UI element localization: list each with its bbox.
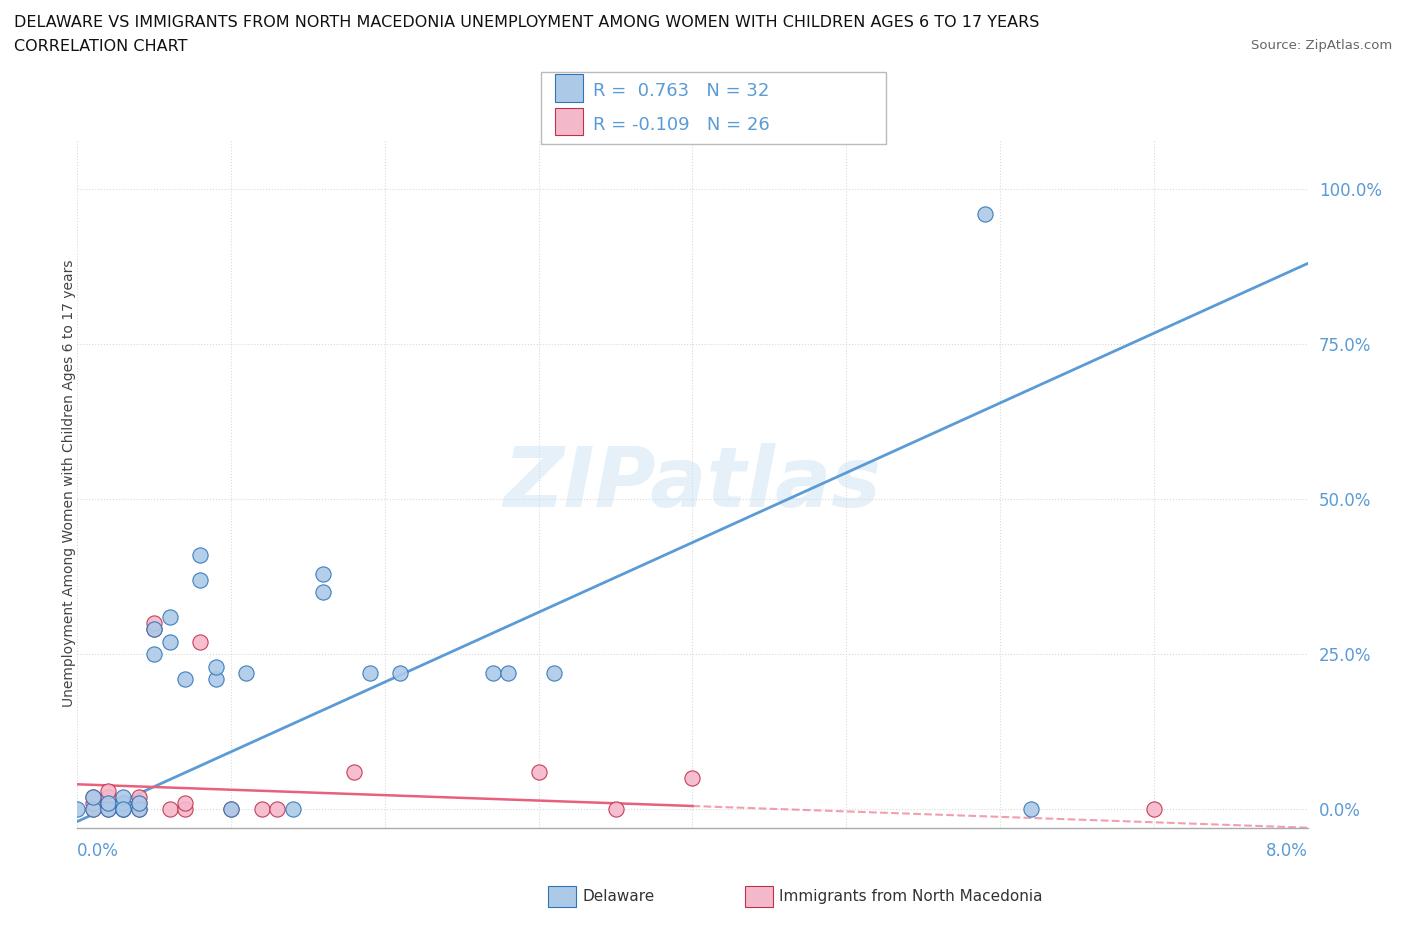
Point [82,795,104,810]
Point [527,764,550,779]
Point [682,771,704,786]
Point [143,622,166,637]
Point [343,764,366,779]
Point [219,802,242,817]
Point [128,795,150,810]
Point [389,665,412,680]
Point [97,783,120,798]
Point [112,802,135,817]
Point [250,802,273,817]
Point [112,795,135,810]
Point [174,802,197,817]
Y-axis label: Unemployment Among Women with Children Ages 6 to 17 years: Unemployment Among Women with Children A… [62,259,76,708]
Text: R =  0.763   N = 32: R = 0.763 N = 32 [593,82,769,100]
Point [204,659,226,674]
Point [481,665,503,680]
Point [159,802,181,817]
Point [159,609,181,624]
Point [82,790,104,804]
Text: Delaware: Delaware [582,889,654,904]
Point [496,665,519,680]
Point [266,802,288,817]
Text: CORRELATION CHART: CORRELATION CHART [14,39,187,54]
Point [112,802,135,817]
Text: R = -0.109   N = 26: R = -0.109 N = 26 [593,115,770,134]
Text: 0.0%: 0.0% [77,842,120,860]
Point [82,802,104,817]
Point [281,802,304,817]
Point [128,790,150,804]
Point [128,802,150,817]
Point [97,802,120,817]
Point [159,634,181,649]
Point [112,790,135,804]
Point [1019,802,1042,817]
Point [128,795,150,810]
Point [188,548,212,563]
Point [1143,802,1166,817]
Point [174,671,197,686]
Point [312,585,335,600]
Point [312,566,335,581]
Text: Immigrants from North Macedonia: Immigrants from North Macedonia [779,889,1042,904]
Point [112,795,135,810]
Point [97,802,120,817]
Point [605,802,627,817]
Point [359,665,381,680]
Point [204,671,226,686]
Point [66,802,89,817]
Point [543,665,565,680]
Point [219,802,242,817]
Point [143,622,166,637]
Point [82,802,104,817]
Point [128,802,150,817]
Point [973,206,995,221]
Point [97,790,120,804]
Text: Source: ZipAtlas.com: Source: ZipAtlas.com [1251,39,1392,52]
Point [188,572,212,587]
Text: 8.0%: 8.0% [1265,842,1308,860]
Point [143,646,166,661]
Point [97,795,120,810]
Point [143,616,166,631]
Point [112,802,135,817]
Point [188,634,212,649]
Point [97,795,120,810]
Point [82,790,104,804]
Text: ZIPatlas: ZIPatlas [503,443,882,525]
Point [174,795,197,810]
Point [235,665,257,680]
Text: DELAWARE VS IMMIGRANTS FROM NORTH MACEDONIA UNEMPLOYMENT AMONG WOMEN WITH CHILDR: DELAWARE VS IMMIGRANTS FROM NORTH MACEDO… [14,15,1039,30]
